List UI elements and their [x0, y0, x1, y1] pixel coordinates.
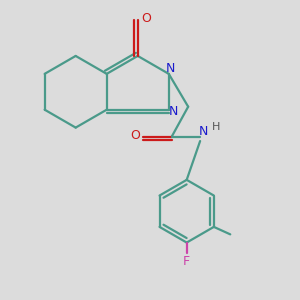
Text: H: H	[212, 122, 220, 132]
Text: N: N	[166, 62, 175, 75]
Text: N: N	[169, 105, 178, 118]
Text: F: F	[183, 255, 190, 268]
Text: N: N	[199, 125, 208, 138]
Text: O: O	[141, 12, 151, 25]
Text: O: O	[130, 129, 140, 142]
